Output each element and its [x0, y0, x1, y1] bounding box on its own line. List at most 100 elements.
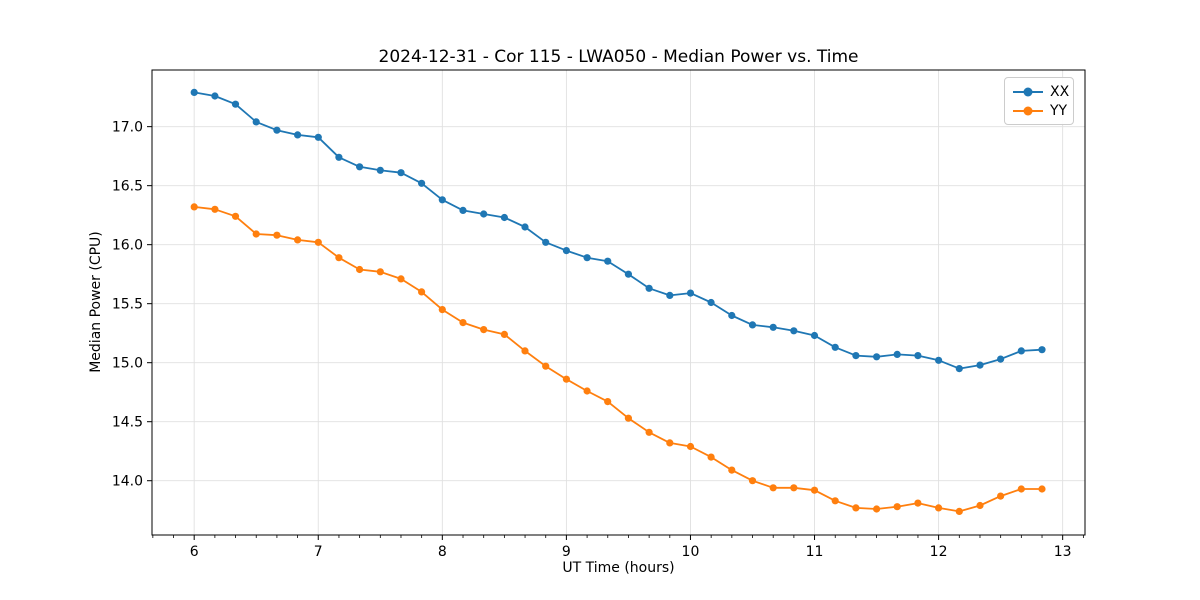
x-axis-label: UT Time (hours): [562, 560, 675, 576]
series-yy-marker: [624, 414, 633, 422]
series-xx-marker: [935, 356, 943, 364]
series-yy-marker: [873, 505, 881, 513]
series-yy-marker: [604, 398, 612, 406]
series-yy-marker-icon: [1013, 106, 1043, 115]
series-xx-marker: [294, 131, 302, 139]
series-yy-marker: [273, 231, 281, 239]
series-xx-marker: [521, 223, 529, 231]
series-xx-marker: [190, 88, 198, 96]
series-yy-marker: [976, 501, 984, 510]
series-xx-marker: [666, 291, 674, 299]
series-xx-marker: [955, 365, 963, 373]
series-xx-marker: [914, 352, 922, 360]
x-tick-label: 9: [562, 544, 571, 560]
series-yy-marker: [1017, 485, 1025, 493]
series-yy-line: [194, 206, 1042, 513]
series-xx-marker: [314, 133, 322, 141]
series-xx-marker: [273, 126, 281, 134]
x-tick-label: 6: [190, 544, 199, 560]
series-xx-marker: [604, 257, 612, 265]
series-yy-marker: [831, 497, 839, 505]
legend: XX YY: [1004, 77, 1074, 125]
series-yy-marker: [542, 362, 550, 370]
series-xx-marker: [211, 92, 219, 100]
series-yy-marker: [955, 507, 963, 515]
series-xx-line: [194, 91, 1043, 370]
series-xx-marker: [480, 210, 488, 218]
series-yy-marker: [294, 236, 302, 244]
y-tick-label: 15.5: [112, 297, 143, 313]
series-xx-marker: [542, 238, 550, 246]
series-xx-marker: [252, 118, 260, 126]
series-xx-marker: [500, 213, 508, 222]
series-xx-marker: [645, 284, 653, 292]
series-xx-marker: [562, 247, 571, 255]
series-xx-marker: [1038, 346, 1046, 354]
series-yy-marker: [1038, 485, 1046, 493]
series-yy-marker: [459, 319, 467, 327]
series-xx-marker: [418, 179, 426, 187]
series-xx-marker-icon: [1013, 87, 1043, 96]
series-xx-marker: [728, 311, 736, 320]
series-xx-marker: [335, 153, 343, 161]
x-tick-label: 12: [930, 544, 948, 560]
y-tick-label: 17.0: [112, 120, 143, 136]
series-xx-marker: [231, 100, 240, 108]
series-yy-marker: [562, 375, 571, 383]
series-yy-marker: [583, 387, 591, 395]
y-tick-label: 14.0: [112, 474, 143, 490]
series-xx-marker: [997, 355, 1005, 363]
series-xx-marker: [769, 323, 777, 331]
series-yy-marker: [252, 230, 260, 238]
series-xx-marker: [976, 361, 984, 369]
legend-item-xx: XX: [1013, 82, 1070, 101]
series-yy-marker: [997, 492, 1005, 500]
legend-item-yy: YY: [1013, 101, 1067, 120]
series-yy-marker: [356, 265, 364, 274]
series-yy-marker: [769, 484, 777, 492]
legend-label-yy: YY: [1050, 102, 1068, 119]
legend-label-xx: XX: [1050, 83, 1070, 100]
series-xx-marker: [376, 166, 384, 174]
series-yy-marker: [893, 503, 901, 511]
y-tick-label: 15.0: [112, 356, 143, 372]
series-yy-marker: [748, 477, 757, 485]
series-yy-marker: [231, 212, 240, 220]
series-yy-marker: [686, 442, 695, 451]
series-yy-marker: [645, 428, 653, 436]
x-tick-label: 7: [314, 544, 323, 560]
x-tick-label: 13: [1054, 544, 1072, 560]
series-yy-marker: [666, 439, 674, 447]
series-xx-marker: [438, 196, 446, 204]
series-yy-marker: [190, 203, 198, 211]
series-xx-marker: [790, 327, 798, 335]
series-yy-marker: [314, 238, 322, 246]
series-xx-marker: [356, 163, 364, 171]
axes-frame: [151, 69, 1086, 536]
series-yy-marker: [935, 504, 943, 512]
series-xx-marker: [707, 298, 715, 307]
x-tick-label: 8: [438, 544, 447, 560]
series-xx-marker: [873, 353, 881, 361]
series-yy-marker: [521, 347, 529, 355]
series-yy-marker: [211, 205, 219, 213]
series-xx-marker: [748, 321, 757, 329]
series-xx-marker: [810, 331, 819, 340]
series-yy-marker: [397, 275, 405, 283]
series-xx-marker: [686, 289, 695, 297]
series-xx-marker: [583, 254, 591, 262]
series-xx-marker: [459, 206, 467, 214]
series-xx-marker: [397, 169, 405, 177]
series-yy-marker: [418, 288, 426, 296]
series-yy-marker: [852, 504, 860, 512]
y-tick-label: 16.5: [112, 179, 143, 195]
series-yy-marker: [707, 453, 715, 461]
series-xx-marker: [1017, 347, 1025, 355]
series-xx-marker: [852, 352, 860, 360]
x-tick-label: 10: [682, 544, 700, 560]
series-yy-marker: [335, 254, 343, 262]
x-tick-label: 11: [806, 544, 824, 560]
series-xx-marker: [893, 350, 901, 358]
